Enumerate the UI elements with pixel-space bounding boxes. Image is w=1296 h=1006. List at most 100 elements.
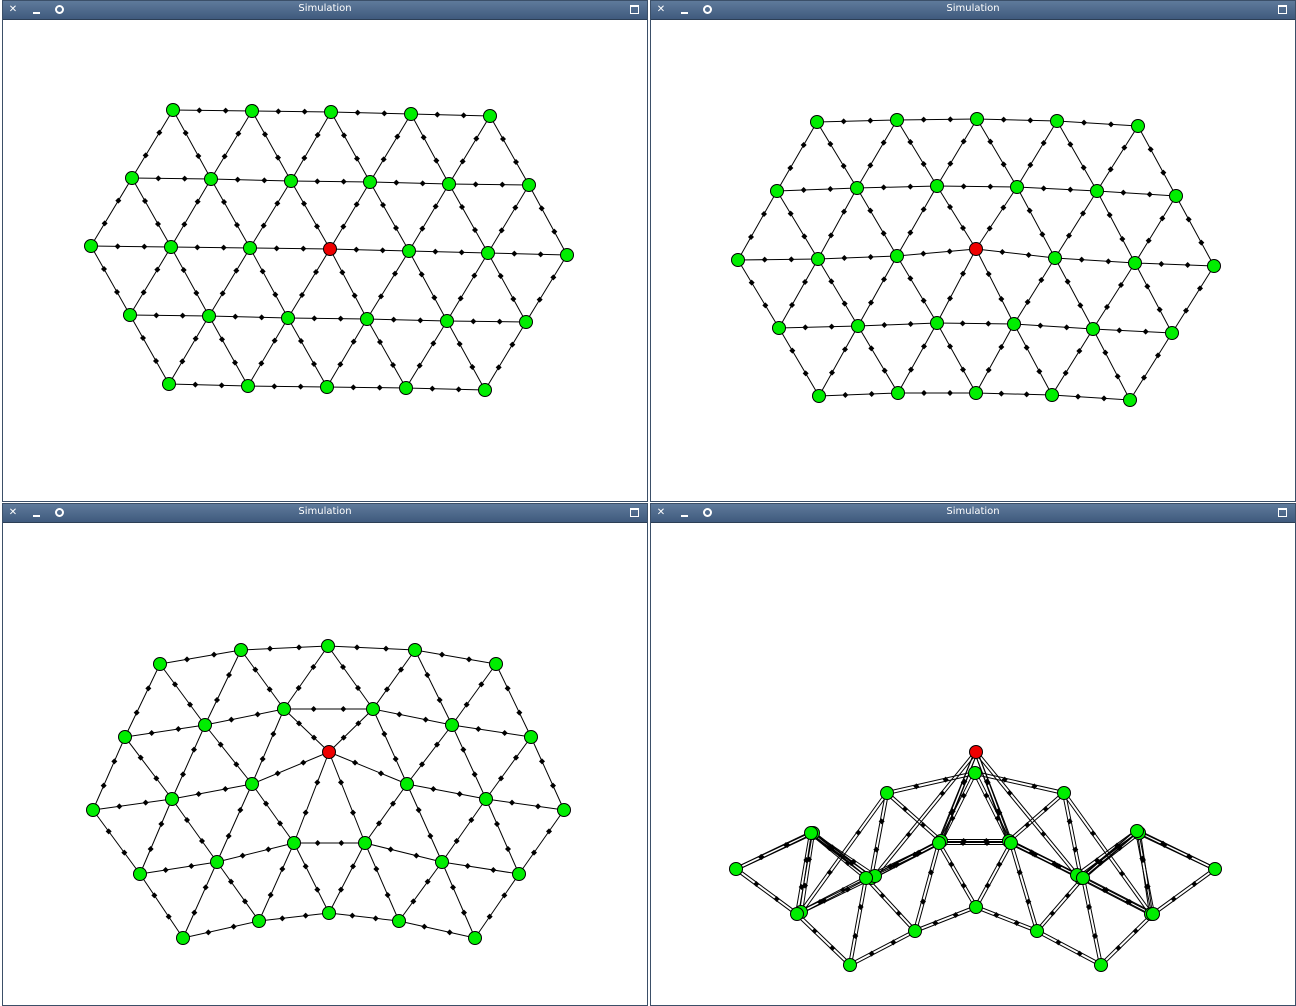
mesh-node[interactable] bbox=[1094, 958, 1108, 972]
mesh-node[interactable] bbox=[133, 867, 147, 881]
maximize-icon[interactable] bbox=[627, 3, 641, 16]
mesh-node[interactable] bbox=[125, 171, 139, 185]
mesh-node[interactable] bbox=[1030, 924, 1044, 938]
mesh-node[interactable] bbox=[522, 178, 536, 192]
mesh-node[interactable] bbox=[851, 319, 865, 333]
mesh-node[interactable] bbox=[481, 246, 495, 260]
mesh-node[interactable] bbox=[1010, 180, 1024, 194]
mesh-node[interactable] bbox=[442, 177, 456, 191]
mesh-node[interactable] bbox=[320, 380, 334, 394]
mesh-node[interactable] bbox=[287, 836, 301, 850]
mesh-node[interactable] bbox=[1004, 836, 1018, 850]
resize-grip-right[interactable] bbox=[639, 997, 648, 1006]
mesh-node[interactable] bbox=[729, 862, 743, 876]
options-icon[interactable] bbox=[52, 3, 66, 16]
mesh-node[interactable] bbox=[363, 175, 377, 189]
window-titlebar[interactable]: ✕ Simulation bbox=[651, 1, 1295, 20]
mesh-node[interactable] bbox=[890, 113, 904, 127]
mesh-node[interactable] bbox=[1169, 189, 1183, 203]
mesh-node[interactable] bbox=[810, 115, 824, 129]
mesh-node[interactable] bbox=[198, 718, 212, 732]
mesh-node[interactable] bbox=[811, 252, 825, 266]
mesh-node[interactable] bbox=[241, 379, 255, 393]
mesh-node[interactable] bbox=[812, 389, 826, 403]
window-titlebar[interactable]: ✕ Simulation bbox=[3, 1, 647, 20]
mesh-node[interactable] bbox=[478, 383, 492, 397]
mesh-node[interactable] bbox=[1090, 184, 1104, 198]
mesh-node[interactable] bbox=[970, 112, 984, 126]
mesh-node[interactable] bbox=[859, 871, 873, 885]
mesh-node[interactable] bbox=[245, 104, 259, 118]
mesh-node[interactable] bbox=[524, 730, 538, 744]
mesh-node[interactable] bbox=[1131, 119, 1145, 133]
close-icon[interactable]: ✕ bbox=[656, 507, 666, 518]
resize-grip-right[interactable] bbox=[639, 493, 648, 502]
mesh-node[interactable] bbox=[519, 315, 533, 329]
mesh-node[interactable] bbox=[1128, 256, 1142, 270]
active-node[interactable] bbox=[969, 242, 983, 256]
mesh-node[interactable] bbox=[969, 900, 983, 914]
simulation-canvas[interactable] bbox=[651, 523, 1295, 1005]
close-icon[interactable]: ✕ bbox=[656, 4, 666, 15]
mesh-node[interactable] bbox=[1045, 388, 1059, 402]
mesh-node[interactable] bbox=[770, 184, 784, 198]
maximize-icon[interactable] bbox=[1275, 3, 1289, 16]
mesh-node[interactable] bbox=[176, 931, 190, 945]
resize-grip-right[interactable] bbox=[1287, 493, 1296, 502]
mesh-node[interactable] bbox=[210, 855, 224, 869]
mesh-node[interactable] bbox=[84, 239, 98, 253]
mesh-node[interactable] bbox=[123, 308, 137, 322]
mesh-node[interactable] bbox=[790, 907, 804, 921]
mesh-node[interactable] bbox=[324, 105, 338, 119]
mesh-node[interactable] bbox=[1048, 251, 1062, 265]
active-node[interactable] bbox=[969, 745, 983, 759]
mesh-node[interactable] bbox=[731, 253, 745, 267]
mesh-node[interactable] bbox=[402, 244, 416, 258]
mesh-node[interactable] bbox=[234, 643, 248, 657]
mesh-node[interactable] bbox=[392, 914, 406, 928]
simulation-canvas[interactable] bbox=[651, 20, 1295, 501]
mesh-node[interactable] bbox=[1057, 786, 1071, 800]
mesh-node[interactable] bbox=[252, 914, 266, 928]
mesh-node[interactable] bbox=[1208, 862, 1222, 876]
window-titlebar[interactable]: ✕ Simulation bbox=[3, 504, 647, 523]
mesh-node[interactable] bbox=[468, 931, 482, 945]
mesh-node[interactable] bbox=[930, 316, 944, 330]
mesh-node[interactable] bbox=[445, 718, 459, 732]
resize-grip-right[interactable] bbox=[1287, 997, 1296, 1006]
mesh-node[interactable] bbox=[164, 240, 178, 254]
simulation-window-3[interactable]: ✕ Simulation bbox=[2, 503, 648, 1006]
mesh-node[interactable] bbox=[1207, 259, 1221, 273]
options-icon[interactable] bbox=[700, 3, 714, 16]
simulation-canvas[interactable] bbox=[3, 523, 647, 1005]
mesh-node[interactable] bbox=[322, 906, 336, 920]
maximize-icon[interactable] bbox=[1275, 506, 1289, 519]
mesh-node[interactable] bbox=[843, 958, 857, 972]
resize-grip-left[interactable] bbox=[650, 997, 659, 1006]
mesh-node[interactable] bbox=[932, 836, 946, 850]
simulation-window-4[interactable]: ✕ Simulation bbox=[650, 503, 1296, 1006]
mesh-node[interactable] bbox=[277, 702, 291, 716]
mesh-node[interactable] bbox=[400, 777, 414, 791]
mesh-node[interactable] bbox=[166, 103, 180, 117]
mesh-node[interactable] bbox=[360, 312, 374, 326]
mesh-node[interactable] bbox=[435, 855, 449, 869]
mesh-node[interactable] bbox=[165, 792, 179, 806]
mesh-node[interactable] bbox=[243, 241, 257, 255]
mesh-node[interactable] bbox=[850, 181, 864, 195]
mesh-node[interactable] bbox=[204, 172, 218, 186]
mesh-node[interactable] bbox=[479, 792, 493, 806]
mesh-node[interactable] bbox=[930, 179, 944, 193]
mesh-node[interactable] bbox=[1130, 824, 1144, 838]
mesh-node[interactable] bbox=[1165, 326, 1179, 340]
mesh-node[interactable] bbox=[1050, 114, 1064, 128]
mesh-node[interactable] bbox=[968, 766, 982, 780]
mesh-node[interactable] bbox=[557, 803, 571, 817]
simulation-window-2[interactable]: ✕ Simulation bbox=[650, 0, 1296, 502]
resize-grip-left[interactable] bbox=[650, 493, 659, 502]
mesh-node[interactable] bbox=[404, 107, 418, 121]
mesh-node[interactable] bbox=[880, 786, 894, 800]
mesh-node[interactable] bbox=[366, 702, 380, 716]
mesh-node[interactable] bbox=[891, 386, 905, 400]
minimize-icon[interactable] bbox=[29, 3, 43, 16]
